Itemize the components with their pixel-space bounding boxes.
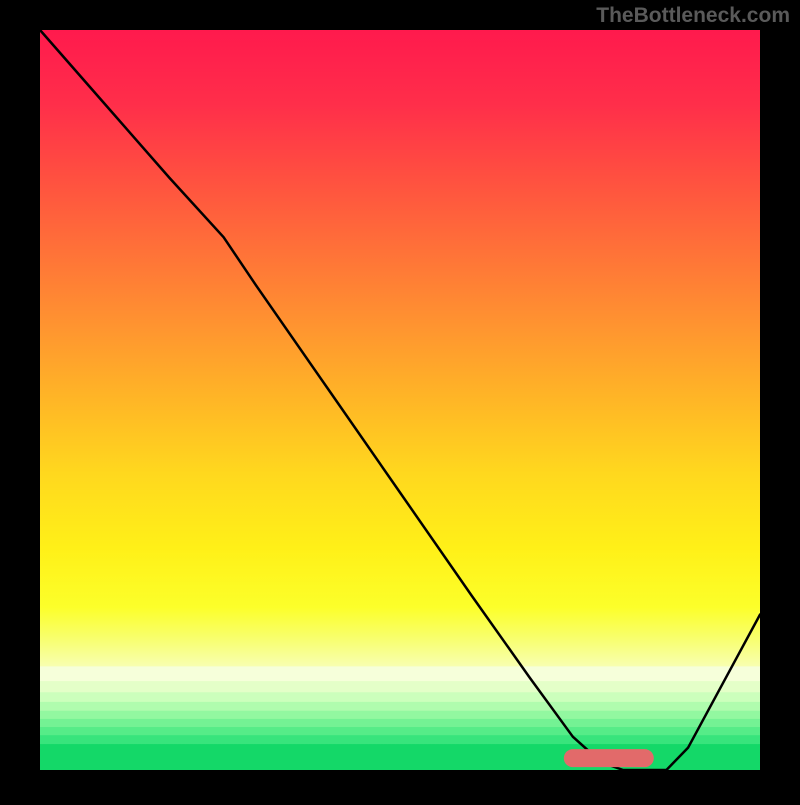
bottleneck-chart <box>0 0 800 800</box>
optimal-marker <box>564 749 654 767</box>
watermark-text: TheBottleneck.com <box>596 4 790 28</box>
chart-container: TheBottleneck.com <box>0 0 800 800</box>
chart-gradient-background <box>40 30 760 770</box>
